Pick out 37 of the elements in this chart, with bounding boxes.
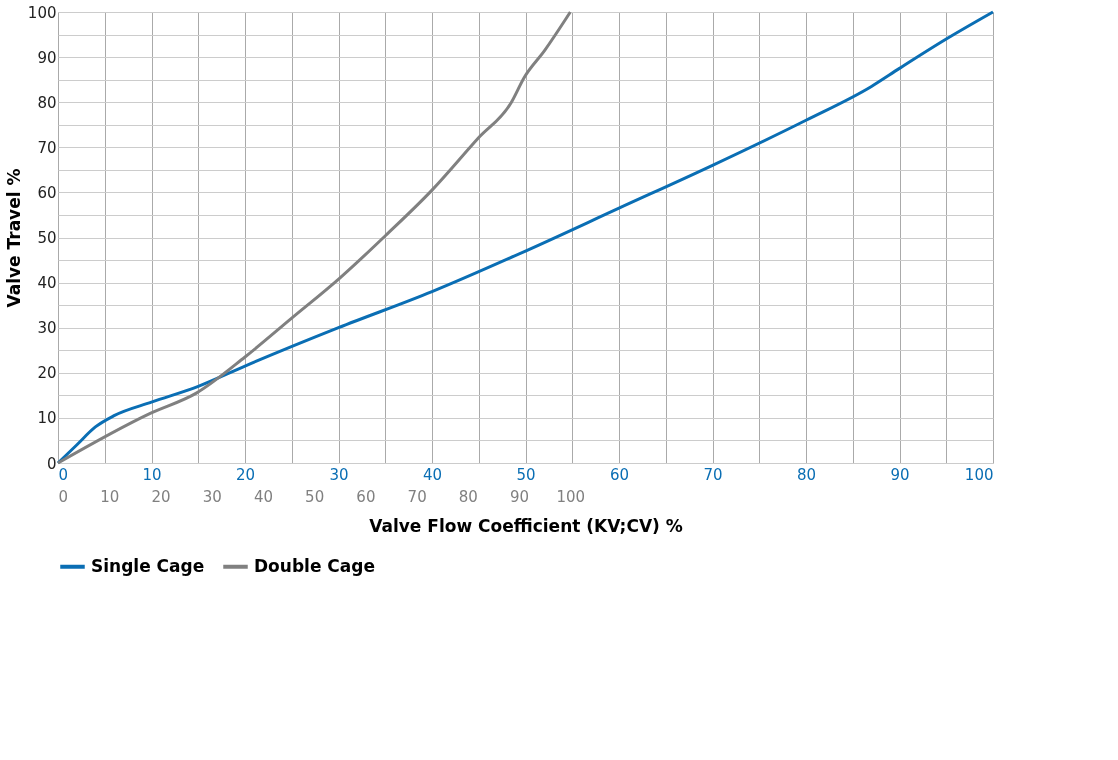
x-tick-label: 70 bbox=[703, 465, 723, 484]
x2-tick-label: 90 bbox=[510, 487, 530, 506]
x2-tick-label: 60 bbox=[356, 487, 376, 506]
x2-tick-label: 70 bbox=[407, 487, 427, 506]
x2-tick-label: 0 bbox=[58, 487, 69, 506]
y-tick-label: 20 bbox=[37, 364, 57, 383]
x2-tick-label: 30 bbox=[202, 487, 222, 506]
x-tick-label: 60 bbox=[609, 465, 630, 484]
x-tick-label: 80 bbox=[796, 465, 817, 484]
x2-tick-label: 10 bbox=[100, 487, 120, 506]
x2-tick-label: 80 bbox=[458, 487, 478, 506]
x2-tick-label: 100 bbox=[556, 487, 586, 506]
legend-label: Double Cage bbox=[254, 555, 375, 576]
line-series bbox=[56, 10, 995, 465]
x-tick-label: 50 bbox=[516, 465, 536, 484]
x-tick-label: 30 bbox=[329, 465, 349, 484]
x-tick-label: 100 bbox=[964, 465, 994, 484]
x-tick-label: 10 bbox=[142, 465, 162, 484]
y-tick-label: 80 bbox=[37, 93, 57, 112]
x2-tick-label: 50 bbox=[305, 487, 325, 506]
y-tick-label: 70 bbox=[37, 138, 57, 157]
x-tick-label: 20 bbox=[235, 465, 256, 484]
x2-tick-label: 40 bbox=[253, 487, 273, 506]
y-tick-label: 40 bbox=[37, 274, 57, 293]
x2-tick-label: 20 bbox=[151, 487, 171, 506]
x-axis-title: Valve Flow Coefficient (KV;CV) % bbox=[369, 515, 683, 536]
legend-label: Single Cage bbox=[91, 555, 205, 576]
y-tick-label: 90 bbox=[37, 48, 57, 67]
x-tick-label: 90 bbox=[890, 465, 910, 484]
y-tick-label: 60 bbox=[37, 183, 57, 202]
y-tick-label: 100 bbox=[27, 3, 57, 22]
y-tick-label: 10 bbox=[37, 409, 57, 428]
y-tick-label: 50 bbox=[37, 229, 57, 247]
x-tick-label: 0 bbox=[58, 465, 69, 484]
y-axis-title: Valve Travel % bbox=[3, 168, 24, 308]
x-tick-label: 40 bbox=[422, 465, 443, 484]
y-tick-label: 30 bbox=[37, 319, 57, 338]
